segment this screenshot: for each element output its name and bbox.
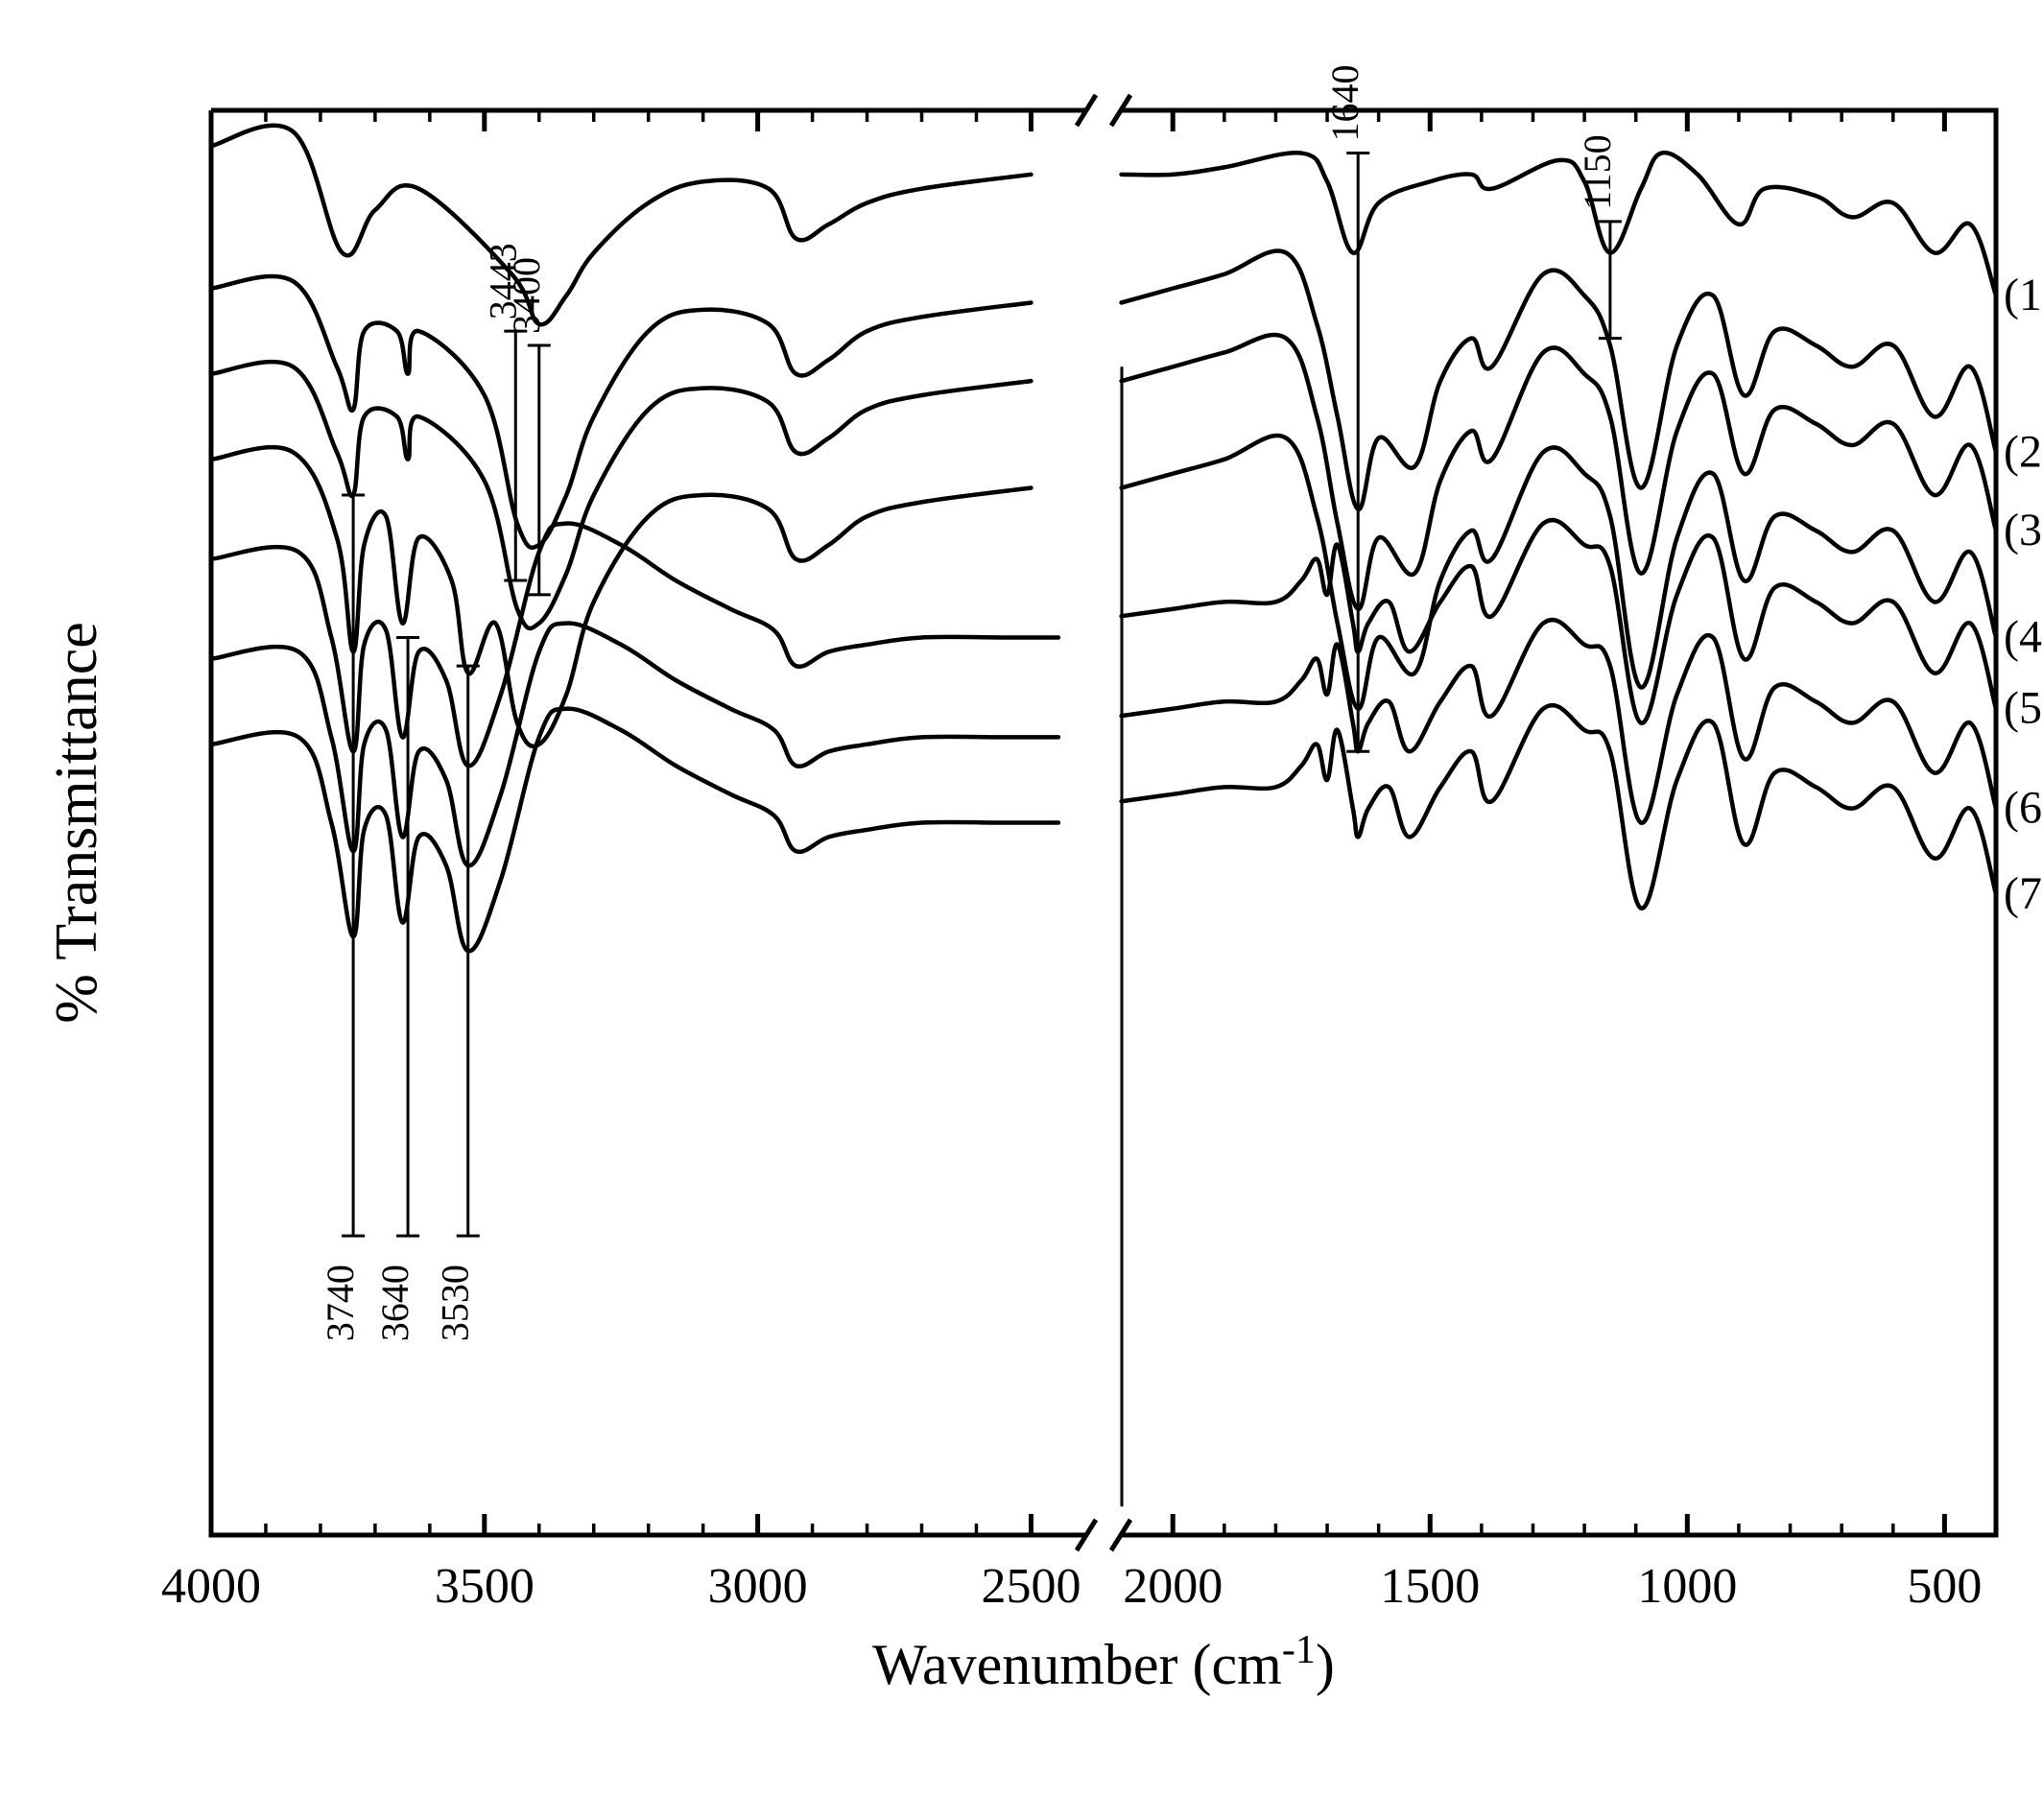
x-tick-label: 3000: [708, 1559, 808, 1614]
x-tick-label: 3500: [435, 1559, 535, 1614]
series-label-6: (6): [2004, 783, 2043, 834]
x-axis-label: Wavenumber (cm-1): [872, 1628, 1335, 1696]
peak-label-3640: 3640: [373, 1265, 416, 1341]
x-tick-label: 2000: [1123, 1559, 1223, 1614]
series-label-3: (3): [2004, 505, 2043, 555]
series-label-7: (7): [2004, 868, 2043, 919]
peak-label-3740: 3740: [319, 1265, 362, 1341]
series-label-1: (1): [2004, 270, 2043, 320]
chart-svg: 4000 3500 3000 2500 2000 1500 1000 500 Wavenumbe…: [19, 19, 2043, 1801]
peak-label-1640: 1640: [1323, 65, 1366, 142]
x-tick-label: 2500: [981, 1559, 1081, 1614]
series-label-2: (2): [2004, 426, 2043, 477]
peak-label-1150: 1150: [1576, 134, 1619, 210]
x-tick-label: 1000: [1637, 1559, 1737, 1614]
peak-label-3530: 3530: [434, 1265, 477, 1341]
series-label-5: (5): [2004, 683, 2043, 734]
y-axis-label: % Transmittance: [44, 622, 109, 1023]
ftir-spectrum-chart: 4000 3500 3000 2500 2000 1500 1000 500 Wavenumbe…: [19, 19, 2043, 1801]
x-tick-label: 1500: [1380, 1559, 1480, 1614]
x-tick-label: 4000: [161, 1559, 261, 1614]
x-tick-label: 500: [1907, 1559, 1982, 1614]
peak-label-3400: 3400: [505, 257, 548, 334]
series-label-4: (4): [2004, 611, 2043, 662]
